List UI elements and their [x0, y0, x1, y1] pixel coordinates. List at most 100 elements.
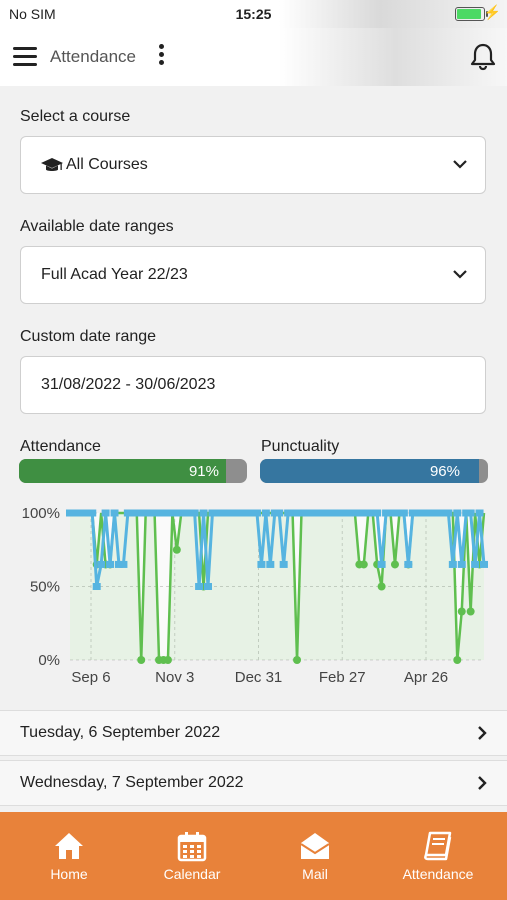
data-point — [337, 509, 346, 517]
data-point — [448, 560, 457, 568]
data-point — [195, 583, 204, 590]
y-tick-label: 50% — [30, 579, 60, 596]
x-tick-label: Nov 3 — [155, 669, 194, 686]
data-point — [342, 509, 350, 517]
charging-bolt-icon: ⚡ — [483, 4, 501, 20]
tab-mail[interactable]: Mail — [260, 812, 370, 900]
data-point — [350, 509, 359, 517]
data-point — [181, 509, 190, 517]
date-range-select-value: Full Acad Year 22/23 — [41, 266, 188, 283]
data-point — [204, 583, 212, 590]
data-point — [74, 509, 83, 517]
data-point — [172, 509, 181, 517]
page-title: Attendance — [50, 47, 137, 66]
data-point — [390, 509, 399, 517]
data-point — [266, 560, 275, 568]
x-tick-label: Apr 26 — [404, 669, 448, 686]
data-point — [70, 509, 79, 517]
data-point — [346, 509, 355, 517]
data-point — [137, 656, 146, 664]
status-bar: No SIM 15:25 ⚡ — [0, 0, 507, 28]
data-point — [301, 509, 310, 517]
data-point — [382, 509, 391, 517]
data-point — [457, 560, 466, 568]
custom-range-label: Custom date range — [20, 328, 157, 345]
data-point — [319, 509, 328, 517]
punctuality-label: Punctuality — [261, 438, 340, 455]
data-point — [97, 560, 106, 568]
data-point — [355, 509, 364, 517]
tab-label: Attendance — [402, 866, 474, 882]
mail-icon — [300, 833, 330, 859]
data-point — [390, 560, 399, 569]
data-point — [163, 509, 172, 517]
course-label: Select a course — [20, 108, 131, 125]
data-point — [221, 509, 230, 517]
data-point — [377, 560, 386, 568]
data-point — [159, 509, 168, 517]
battery-charging-icon — [455, 7, 488, 21]
data-point — [444, 509, 453, 517]
tab-home[interactable]: Home — [14, 812, 124, 900]
data-point — [315, 509, 324, 517]
data-point — [310, 509, 319, 517]
data-point — [413, 509, 422, 517]
data-point — [399, 509, 408, 517]
tab-bar: Home Calendar Mail Attendance — [0, 812, 507, 900]
data-point — [199, 509, 208, 517]
data-point — [168, 509, 177, 517]
data-point — [257, 560, 266, 568]
data-point — [239, 509, 248, 517]
data-point — [172, 545, 181, 554]
tab-label: Calendar — [163, 866, 221, 882]
data-point — [92, 583, 101, 590]
data-point — [466, 607, 475, 616]
attendance-label: Attendance — [20, 438, 101, 455]
attendance-chart: 100% 50% 0% Sep 6 Nov 3 Dec 31 Feb 27 Apr 26 — [22, 505, 488, 686]
course-select[interactable]: All Courses — [20, 136, 486, 194]
data-point — [404, 560, 413, 568]
data-point — [128, 509, 137, 517]
kebab-icon[interactable] — [157, 44, 165, 66]
chevron-right-icon — [478, 776, 487, 790]
data-point — [333, 509, 342, 517]
custom-date-range-value: 31/08/2022 - 30/06/2023 — [41, 376, 216, 393]
hamburger-icon[interactable] — [13, 47, 37, 67]
tab-attendance[interactable]: Attendance — [383, 812, 493, 900]
data-point — [119, 560, 128, 568]
data-point — [163, 656, 172, 664]
data-point — [475, 509, 484, 517]
data-point — [328, 509, 337, 517]
data-point — [386, 509, 395, 517]
tab-label: Home — [50, 866, 88, 882]
data-point — [146, 509, 155, 517]
chevron-right-icon — [478, 726, 487, 740]
data-point — [106, 560, 115, 568]
attendance-progress-fill — [19, 459, 227, 483]
data-point — [244, 509, 253, 517]
x-tick-label: Dec 31 — [235, 669, 283, 686]
custom-date-range-input[interactable]: 31/08/2022 - 30/06/2023 — [20, 356, 486, 414]
data-point — [101, 509, 110, 517]
date-list-item[interactable]: Wednesday, 7 September 2022 — [0, 760, 507, 806]
data-point — [471, 560, 480, 568]
data-point — [141, 509, 150, 517]
data-point — [270, 509, 279, 517]
data-point — [439, 509, 448, 517]
calendar-icon — [177, 832, 207, 862]
y-tick-label: 0% — [38, 652, 60, 669]
bell-icon[interactable] — [470, 43, 496, 71]
data-point — [457, 607, 466, 616]
course-select-value: All Courses — [66, 156, 148, 173]
chevron-down-icon — [453, 270, 467, 279]
data-point — [275, 509, 284, 517]
data-point — [123, 509, 132, 517]
book-icon — [424, 831, 452, 861]
date-range-select[interactable]: Full Acad Year 22/23 — [20, 246, 486, 304]
data-point — [324, 509, 333, 517]
attendance-progress-bar: 91% — [19, 459, 247, 483]
tab-calendar[interactable]: Calendar — [137, 812, 247, 900]
data-point — [466, 509, 475, 517]
date-list-item[interactable]: Tuesday, 6 September 2022 — [0, 710, 507, 756]
data-point — [359, 560, 368, 569]
